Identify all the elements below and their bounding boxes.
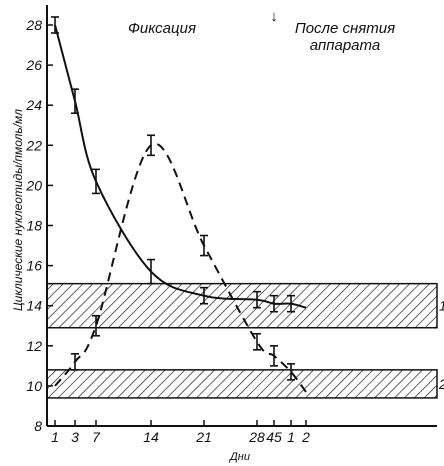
x-tick-label: 1 [51, 429, 59, 445]
data-point [287, 294, 295, 313]
data-point [200, 234, 208, 257]
band-label: 2 [438, 376, 444, 392]
reference-bands: 12 [46, 282, 444, 399]
y-tick-label: 22 [25, 137, 42, 153]
y-tick-label: 20 [25, 177, 42, 193]
data-point [51, 16, 59, 34]
data-point [253, 332, 261, 351]
data-point [270, 294, 278, 313]
data-point [92, 314, 100, 337]
series-lines [54, 24, 307, 393]
x-tick-label: 28 [248, 429, 265, 445]
band-label: 1 [439, 298, 444, 314]
data-point [147, 134, 155, 157]
x-tick-label: 3 [71, 429, 79, 445]
x-tick-label: 45 [266, 429, 282, 445]
annotation-after-removal: После снятия аппарата [295, 20, 395, 54]
data-point [253, 290, 261, 309]
data-point [71, 353, 79, 371]
y-tick-label: 16 [26, 258, 42, 274]
y-tick-label: 12 [26, 338, 42, 354]
x-tick-label: 7 [92, 429, 101, 445]
arrow-down-icon: ↓ [270, 8, 278, 25]
x-tick-label: 2 [301, 429, 310, 445]
series-2-line [54, 142, 307, 393]
data-point [200, 286, 208, 305]
x-tick-label: 21 [195, 429, 212, 445]
annotation-fixation: Фиксация [128, 20, 196, 37]
y-tick-label: 14 [26, 298, 42, 314]
band-1 [46, 282, 438, 329]
data-point [270, 344, 278, 367]
series-1-line [54, 24, 307, 309]
data-point [147, 258, 155, 285]
x-tick-label: 1 [287, 429, 295, 445]
y-tick-label: 8 [34, 418, 42, 434]
data-points [51, 16, 295, 381]
y-tick-label: 24 [25, 97, 42, 113]
data-point [287, 363, 295, 381]
band-2 [46, 369, 438, 399]
data-point [71, 88, 79, 115]
y-tick-label: 18 [26, 218, 42, 234]
y-tick-label: 10 [26, 378, 42, 394]
y-tick-label: 28 [25, 17, 42, 33]
x-axis-label: Дни [228, 451, 250, 463]
annotation-line: После снятия [295, 20, 395, 37]
y-tick-label: 26 [25, 57, 42, 73]
y-axis-label: Циклические нуклеотиды/пмоль/мл [11, 109, 25, 311]
annotation-line: аппарата [310, 37, 380, 54]
x-tick-label: 14 [143, 429, 159, 445]
data-point [92, 168, 100, 195]
